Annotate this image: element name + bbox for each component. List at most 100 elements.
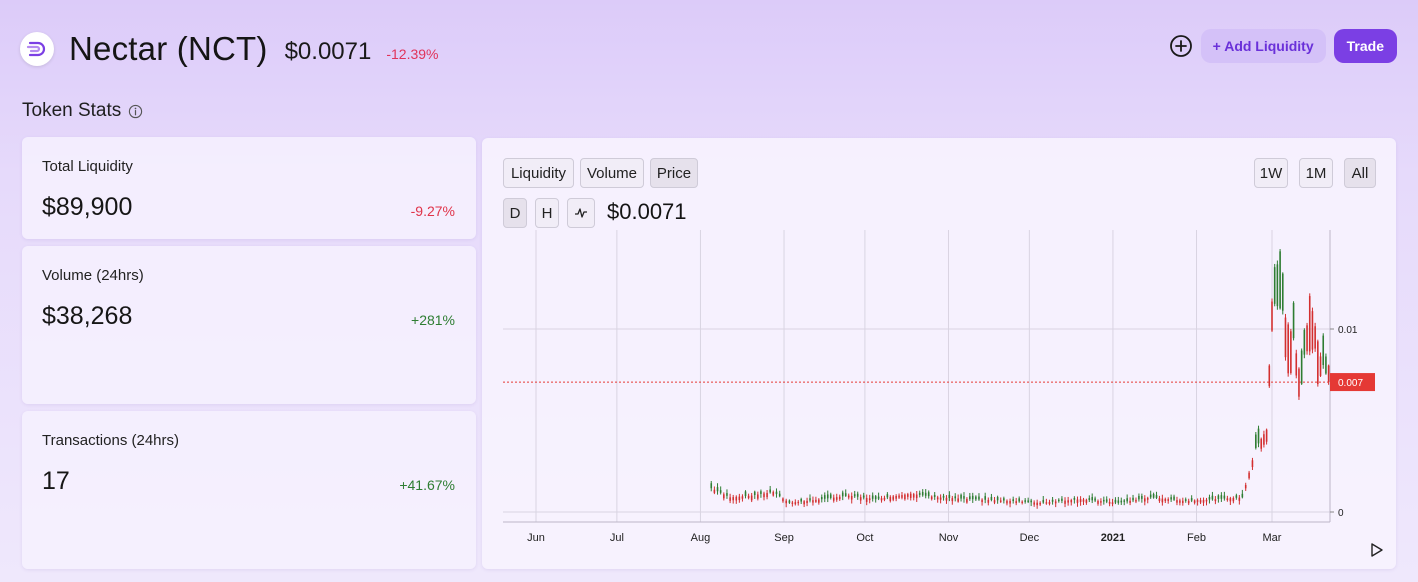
candle [901, 495, 903, 498]
x-tick-label: Jun [527, 532, 545, 544]
candle [782, 498, 784, 502]
candle [818, 499, 820, 503]
candle [788, 500, 791, 503]
transactions-card: Transactions (24hrs) 17 +41.67% [22, 411, 476, 569]
candle [832, 497, 835, 501]
candle [975, 496, 977, 500]
range-all[interactable]: All [1344, 158, 1376, 188]
candle [1009, 500, 1011, 504]
candle [1164, 498, 1167, 502]
candle [1067, 500, 1069, 503]
tab-liquidity[interactable]: Liquidity [503, 158, 574, 188]
candle [971, 495, 974, 500]
candle [1226, 498, 1229, 501]
candle [1042, 499, 1045, 503]
candle [874, 496, 877, 500]
candle [996, 497, 999, 501]
candle [1268, 365, 1271, 387]
info-icon[interactable] [128, 104, 143, 119]
candle [954, 496, 957, 499]
candle [942, 495, 945, 498]
candle [1303, 330, 1306, 355]
candle [1196, 500, 1199, 502]
play-icon[interactable] [1370, 542, 1384, 558]
volume-card: Volume (24hrs) $38,268 +281% [22, 246, 476, 404]
tab-volume[interactable]: Volume [580, 158, 644, 188]
candle [1322, 335, 1325, 365]
candle [1279, 251, 1281, 309]
candle [1152, 493, 1155, 498]
candle [865, 497, 868, 502]
candle [732, 497, 734, 501]
candle [1082, 499, 1085, 502]
candle [1244, 485, 1247, 489]
volume-label: Volume (24hrs) [42, 267, 144, 284]
candle [826, 494, 829, 499]
candle [1088, 498, 1091, 501]
candle [723, 494, 725, 499]
x-tick-label: Mar [1263, 532, 1282, 544]
token-stats-heading: Token Stats [22, 100, 122, 121]
candle [1039, 502, 1041, 505]
candle [1265, 429, 1268, 442]
transactions-label: Transactions (24hrs) [42, 432, 179, 449]
candle [747, 495, 750, 499]
candle [969, 496, 971, 500]
candle [1129, 500, 1131, 503]
candle [993, 500, 996, 503]
add-liquidity-button[interactable]: + Add Liquidity [1200, 29, 1326, 63]
candle [766, 492, 768, 498]
transactions-value: 17 [42, 467, 70, 495]
candle [1235, 495, 1238, 498]
candle [1036, 502, 1038, 506]
candle [987, 499, 990, 503]
candle [1319, 356, 1322, 376]
candle [921, 491, 924, 496]
candle [1311, 311, 1314, 350]
candle [850, 495, 853, 500]
tab-price[interactable]: Price [650, 158, 698, 188]
candle [757, 494, 759, 499]
candle [815, 499, 817, 502]
candle [726, 493, 728, 496]
candle [778, 493, 781, 497]
candle [1006, 500, 1008, 504]
line-chart-icon[interactable] [567, 198, 595, 228]
candle [1015, 501, 1017, 504]
candle [945, 497, 948, 501]
candle [880, 498, 883, 501]
x-tick-label: Sep [774, 532, 794, 544]
candle [1024, 500, 1026, 502]
candle [1271, 301, 1273, 331]
interval-hourly[interactable]: H [535, 198, 559, 228]
candle [1217, 495, 1220, 499]
candle [1190, 498, 1193, 501]
nectar-logo-icon [20, 32, 54, 66]
candle [1232, 497, 1235, 502]
plus-circle-icon[interactable] [1169, 34, 1193, 58]
candle [763, 493, 765, 498]
price-chart[interactable]: Jun Jul Aug Sep Oct Nov Dec 2021 Feb Mar 0.01 0 0.00… [482, 138, 1396, 569]
candle [820, 497, 823, 500]
candle [1064, 500, 1066, 504]
candle [823, 495, 826, 499]
candle [960, 494, 962, 499]
candle [868, 498, 871, 501]
trade-button[interactable]: Trade [1333, 29, 1397, 63]
candle [853, 494, 856, 497]
range-1m[interactable]: 1M [1299, 158, 1333, 188]
token-stats-title: Token Stats [22, 100, 143, 122]
candle [1255, 434, 1257, 448]
candle [1300, 350, 1303, 384]
candle [1176, 500, 1178, 503]
candle [1161, 498, 1164, 503]
interval-daily[interactable]: D [503, 198, 527, 228]
candle [1094, 498, 1096, 501]
candle [1155, 495, 1158, 498]
x-tick-label: Aug [691, 532, 711, 544]
range-1w[interactable]: 1W [1254, 158, 1288, 188]
candle [1111, 502, 1114, 505]
candle [1317, 341, 1319, 385]
candle [886, 494, 889, 498]
candle [1108, 502, 1111, 504]
